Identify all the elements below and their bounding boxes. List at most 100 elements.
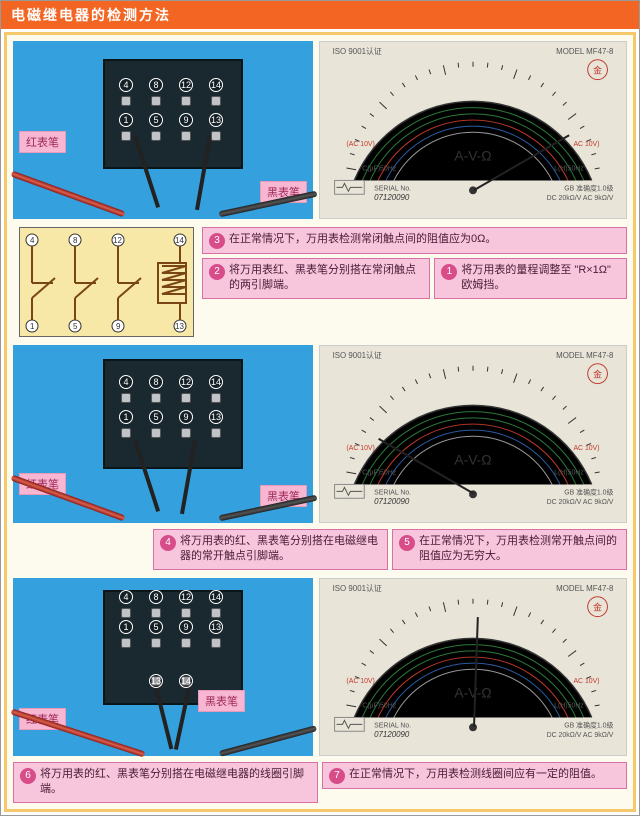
svg-text:9: 9 <box>116 322 121 331</box>
step-text-6: 将万用表的红、黑表笔分别搭在电磁继电器的线圈引脚端。 <box>40 767 311 798</box>
pin <box>121 393 131 403</box>
pin-num: 14 <box>209 590 223 604</box>
pin <box>121 638 131 648</box>
pin-num: 8 <box>149 590 163 604</box>
callout-2: 2 将万用表红、黑表笔分别搭在常闭触点的两引脚端。 <box>202 258 430 299</box>
content: 红表笔 黑表笔 48121415913 A-V-Ω ISO 9001认证 MOD… <box>4 32 636 812</box>
pin <box>181 638 191 648</box>
pin-num: 12 <box>179 590 193 604</box>
row-2: 红表笔 黑表笔 48121415913 A-V-Ω ISO 9001认证 MOD… <box>13 345 627 523</box>
step-text-5: 在正常情况下，万用表检测常开触点间的阻值应为无穷大。 <box>419 534 620 565</box>
pin-num: 1 <box>119 410 133 424</box>
svg-text:DC 20kΩ/V AC 9kΩ/V: DC 20kΩ/V AC 9kΩ/V <box>547 499 614 506</box>
pin <box>211 608 221 618</box>
svg-text:1: 1 <box>30 322 35 331</box>
pin <box>181 131 191 141</box>
pin-num: 14 <box>209 78 223 92</box>
step-text-3: 在正常情况下，万用表检测常闭触点间的阻值应为0Ω。 <box>229 232 496 247</box>
pin <box>211 96 221 106</box>
svg-text:4: 4 <box>30 236 35 245</box>
step-text-7: 在正常情况下，万用表检测线圈间应有一定的阻值。 <box>349 767 602 782</box>
avo-text: A-V-Ω <box>454 452 491 468</box>
pin-num: 12 <box>179 78 193 92</box>
svg-text:14: 14 <box>175 236 184 245</box>
svg-text:GB 准确度1.0级: GB 准确度1.0级 <box>564 487 613 496</box>
label-red: 红表笔 <box>19 131 66 153</box>
callout-row-2: 4 将万用表的红、黑表笔分别搭在电磁继电器的常开触点引脚端。 5 在正常情况下，… <box>13 529 627 570</box>
svg-text:金: 金 <box>593 601 602 612</box>
svg-text:AC 10V): AC 10V) <box>573 678 599 685</box>
meter-2: A-V-Ω ISO 9001认证 MODEL MF47-8 (AC 10V) A… <box>319 345 627 523</box>
callout-1: 1 将万用表的量程调整至 "R×1Ω" 欧姆挡。 <box>434 258 627 299</box>
svg-text:DC 20kΩ/V AC 9kΩ/V: DC 20kΩ/V AC 9kΩ/V <box>547 732 614 739</box>
pin-num: 5 <box>149 113 163 127</box>
pin-num: 1 <box>119 620 133 634</box>
pin <box>211 428 221 438</box>
pin-num: 13 <box>209 410 223 424</box>
relay-photo-3: 红表笔 黑表笔 481214159131314 <box>13 578 313 756</box>
svg-text:金: 金 <box>593 65 602 76</box>
svg-text:5: 5 <box>73 322 78 331</box>
step-num-4: 4 <box>160 535 176 551</box>
svg-text:MODEL MF47-8: MODEL MF47-8 <box>556 47 614 56</box>
step-num-1: 1 <box>441 264 457 280</box>
schematic: 4 8 12 14 1 5 9 13 <box>19 227 194 337</box>
meter-svg: A-V-Ω ISO 9001认证 MODEL MF47-8 (AC 10V) A… <box>320 346 626 522</box>
svg-text:(AC 10V): (AC 10V) <box>346 141 374 148</box>
svg-text:07120090: 07120090 <box>374 497 410 506</box>
step-text-4: 将万用表的红、黑表笔分别搭在电磁继电器的常开触点引脚端。 <box>180 534 381 565</box>
meter-1: A-V-Ω ISO 9001认证 MODEL MF47-8 (AC 10V) A… <box>319 41 627 219</box>
svg-text:GB 准确度1.0级: GB 准确度1.0级 <box>564 183 613 192</box>
pin <box>181 96 191 106</box>
pin-num: 4 <box>119 78 133 92</box>
pin <box>121 608 131 618</box>
pin <box>151 393 161 403</box>
svg-text:8: 8 <box>73 236 78 245</box>
svg-text:DC 20kΩ/V AC 9kΩ/V: DC 20kΩ/V AC 9kΩ/V <box>547 195 614 202</box>
callout-row-3: 6 将万用表的红、黑表笔分别搭在电磁继电器的线圈引脚端。 7 在正常情况下，万用… <box>13 762 627 803</box>
svg-text:(AC 10V): (AC 10V) <box>346 678 374 685</box>
pin-num: 1 <box>119 113 133 127</box>
pin-num: 9 <box>179 113 193 127</box>
svg-text:AC 10V): AC 10V) <box>573 445 599 452</box>
svg-text:07120090: 07120090 <box>374 730 410 739</box>
step-num-5: 5 <box>399 535 415 551</box>
svg-text:L(H)50Hz: L(H)50Hz <box>554 470 584 477</box>
label-black-3: 黑表笔 <box>198 690 245 712</box>
svg-text:MODEL MF47-8: MODEL MF47-8 <box>556 351 614 360</box>
pin-num: 13 <box>209 620 223 634</box>
svg-text:SERIAL No.: SERIAL No. <box>374 722 411 729</box>
relay-photo-1: 红表笔 黑表笔 48121415913 <box>13 41 313 219</box>
pin <box>181 393 191 403</box>
step-num-2: 2 <box>209 264 225 280</box>
svg-text:GB 准确度1.0级: GB 准确度1.0级 <box>564 720 613 729</box>
step-num-3: 3 <box>209 233 225 249</box>
pin-num: 4 <box>119 590 133 604</box>
pin <box>181 428 191 438</box>
relay-photo-2: 红表笔 黑表笔 48121415913 <box>13 345 313 523</box>
svg-text:13: 13 <box>175 322 184 331</box>
svg-text:AC 10V): AC 10V) <box>573 141 599 148</box>
pin <box>151 608 161 618</box>
pin-num: 9 <box>179 620 193 634</box>
pin-num: 12 <box>179 375 193 389</box>
svg-text:L(H)50Hz: L(H)50Hz <box>554 166 584 173</box>
svg-text:C(μF)50Hz: C(μF)50Hz <box>362 470 396 477</box>
pin <box>151 428 161 438</box>
step-text-1: 将万用表的量程调整至 "R×1Ω" 欧姆挡。 <box>461 263 620 294</box>
pin-num: 5 <box>149 410 163 424</box>
callout-5: 5 在正常情况下，万用表检测常开触点间的阻值应为无穷大。 <box>392 529 627 570</box>
callout-7: 7 在正常情况下，万用表检测线圈间应有一定的阻值。 <box>322 762 627 789</box>
pin <box>181 608 191 618</box>
pin <box>121 428 131 438</box>
svg-text:ISO 9001认证: ISO 9001认证 <box>333 46 382 56</box>
svg-text:12: 12 <box>113 236 122 245</box>
pin-num: 13 <box>149 674 163 688</box>
pin-num: 5 <box>149 620 163 634</box>
step-text-2: 将万用表红、黑表笔分别搭在常闭触点的两引脚端。 <box>229 263 423 294</box>
pin <box>211 638 221 648</box>
svg-text:ISO 9001认证: ISO 9001认证 <box>333 583 382 593</box>
container: 电磁继电器的检测方法 红表笔 黑表笔 48121415913 <box>0 0 640 816</box>
schematic-row: 4 8 12 14 1 5 9 13 <box>13 227 627 337</box>
pin <box>121 96 131 106</box>
